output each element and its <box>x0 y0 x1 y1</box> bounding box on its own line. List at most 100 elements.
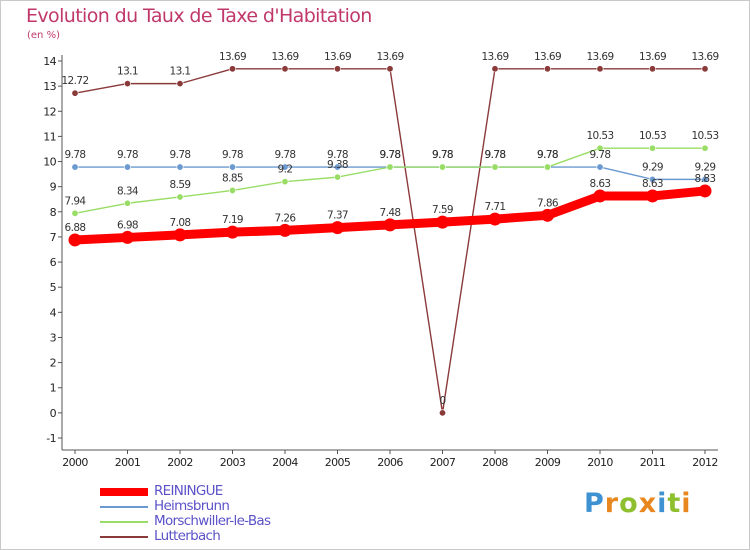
data-point <box>71 163 79 171</box>
legend-swatch <box>100 520 148 523</box>
data-point <box>701 144 709 152</box>
legend-label: Lutterbach <box>154 528 221 544</box>
data-label: 10.53 <box>639 130 666 142</box>
data-point <box>541 208 554 222</box>
data-label: 9.38 <box>327 159 348 171</box>
y-tick-label: 4 <box>50 306 57 319</box>
data-label: 7.37 <box>327 210 348 222</box>
data-point <box>281 163 289 171</box>
data-point <box>543 163 551 171</box>
x-tick-label: 2008 <box>482 456 508 469</box>
logo-letter: P <box>584 488 605 519</box>
legend-swatch <box>100 505 148 508</box>
data-point <box>124 199 132 207</box>
data-point <box>331 221 344 235</box>
x-tick-label: 2010 <box>587 456 613 469</box>
data-label: 9.78 <box>590 149 611 161</box>
data-label: 9.78 <box>432 149 453 161</box>
x-tick-label: 2004 <box>272 456 298 469</box>
data-point <box>596 65 604 73</box>
data-point <box>333 65 341 73</box>
data-point <box>176 163 184 171</box>
data-point <box>121 230 134 244</box>
x-tick-label: 2003 <box>220 456 246 469</box>
x-tick-label: 2005 <box>325 456 351 469</box>
data-label: 8.63 <box>642 178 663 190</box>
data-point <box>436 215 449 229</box>
logo-letter: i <box>657 488 668 519</box>
y-tick-label: -1 <box>46 432 56 445</box>
series-line-lutterbach <box>74 68 706 414</box>
data-label: 7.48 <box>380 207 401 219</box>
data-point <box>229 65 237 73</box>
legend-label: REININGUE <box>154 483 223 499</box>
data-label: 13.69 <box>586 51 613 63</box>
data-label: 8.59 <box>170 179 191 191</box>
data-label: 13.69 <box>376 51 403 63</box>
y-tick-label: 2 <box>50 357 56 370</box>
data-label: 8.63 <box>590 178 611 190</box>
data-point <box>646 189 659 203</box>
y-tick-label: 10 <box>43 156 56 169</box>
data-label: 7.59 <box>432 204 453 216</box>
legend-item: Heimsbrunn <box>100 499 270 514</box>
data-point <box>333 163 341 171</box>
logo-letter: i <box>681 488 692 519</box>
x-tick-label: 2002 <box>167 456 193 469</box>
data-point <box>701 175 709 183</box>
data-point <box>596 163 604 171</box>
data-label: 13.69 <box>481 51 508 63</box>
x-tick-label: 2006 <box>377 456 403 469</box>
data-label: 13.69 <box>534 51 561 63</box>
data-point <box>281 65 289 73</box>
data-label: 9.78 <box>380 149 401 161</box>
data-label: 7.94 <box>65 195 87 207</box>
logo-letter: o <box>619 488 639 519</box>
data-label: 9.78 <box>222 149 243 161</box>
data-label: 13.69 <box>219 51 246 63</box>
data-point <box>176 193 184 201</box>
data-label: 9.29 <box>642 161 663 173</box>
legend-swatch <box>100 487 148 496</box>
data-point <box>491 163 499 171</box>
data-point <box>229 186 237 194</box>
data-label: 7.71 <box>485 201 506 213</box>
data-label: 10.53 <box>586 130 613 142</box>
legend-item: REININGUE <box>100 484 270 499</box>
data-label: 0 <box>439 395 445 407</box>
data-label: 8.85 <box>222 172 243 184</box>
data-label: 9.78 <box>485 149 506 161</box>
y-tick-label: 9 <box>50 181 57 194</box>
data-label: 8.83 <box>695 173 716 185</box>
data-point <box>386 65 394 73</box>
y-tick-label: 12 <box>43 105 56 118</box>
data-label: 10.53 <box>691 130 718 142</box>
data-point <box>124 163 132 171</box>
data-label: 9.78 <box>327 149 348 161</box>
data-point <box>71 89 79 97</box>
data-label: 13.69 <box>691 51 718 63</box>
data-label: 13.69 <box>324 51 351 63</box>
y-tick-label: 6 <box>50 256 57 269</box>
data-point <box>648 175 656 183</box>
data-label: 6.88 <box>65 222 86 234</box>
x-tick-label: 2011 <box>640 456 666 469</box>
y-tick-label: 7 <box>50 231 57 244</box>
x-tick-label: 2007 <box>430 456 456 469</box>
data-label: 13.69 <box>271 51 298 63</box>
x-tick-label: 2009 <box>535 456 561 469</box>
data-label: 9.78 <box>170 149 191 161</box>
data-point <box>278 223 292 237</box>
data-point <box>701 65 709 73</box>
data-label: 9.29 <box>695 161 716 173</box>
data-point <box>648 144 656 152</box>
data-label: 9.78 <box>537 149 558 161</box>
data-label: 9.78 <box>432 149 453 161</box>
legend-swatch <box>100 535 148 538</box>
data-label: 12.72 <box>61 75 88 87</box>
logo-letter: t <box>667 488 682 519</box>
data-label: 9.78 <box>537 149 558 161</box>
data-point <box>333 173 341 181</box>
y-tick-label: 8 <box>50 206 57 219</box>
logo-letter: r <box>604 488 620 519</box>
